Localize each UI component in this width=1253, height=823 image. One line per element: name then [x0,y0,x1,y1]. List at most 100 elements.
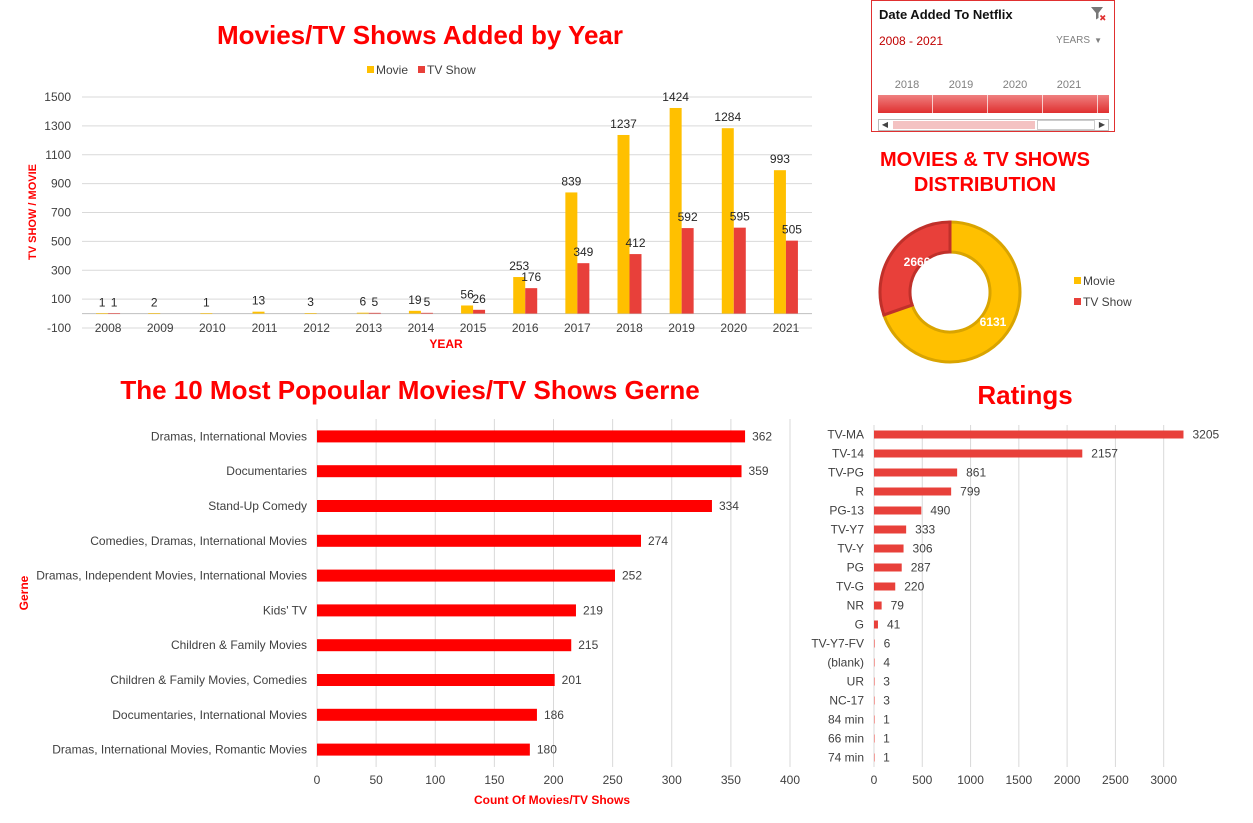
scroll-thumb[interactable] [1037,120,1095,130]
genre-data-label: 180 [537,743,557,757]
timeline-divider [1042,95,1043,113]
tvshow-data-label: 5 [371,295,378,309]
rating-bar [874,715,875,724]
y-tick-label: 84 min [828,713,864,727]
genre-data-label: 274 [648,534,668,548]
genre-chart-title: The 10 Most Popoular Movies/TV Shows Ger… [120,375,700,405]
rating-bar [874,582,896,591]
movie-bar [304,313,317,314]
rating-bar [874,601,882,610]
y-tick-label: 300 [51,263,71,277]
tvshow-slice [878,220,952,317]
slicer-year-label[interactable]: 2021 [1056,79,1082,91]
rating-bar [874,734,875,743]
scroll-track-highlight [893,121,1035,129]
slicer-year-label[interactable]: 2020 [1002,79,1028,91]
scroll-right-icon[interactable]: ▶ [1098,120,1106,129]
clear-filter-icon[interactable] [1090,5,1106,21]
tvshow-bar [785,240,798,314]
tvshow-bar [629,254,642,314]
y-tick-label: (blank) [827,656,864,670]
slicer-unit-dropdown[interactable]: YEARS ▼ [1056,35,1102,46]
slicer-range: 2008 - 2021 [879,34,944,48]
date-slicer[interactable]: Date Added To Netflix 2008 - 2021 YEARS ▼… [871,0,1115,132]
tvshow-data-label: 592 [678,210,698,224]
movie-data-label: 19 [408,293,422,307]
y-tick-label: 900 [51,177,71,191]
rating-bar [874,677,875,686]
y-tick-label: Children & Family Movies, Comedies [110,673,307,687]
rating-bar [874,639,875,648]
tvshow-bar [368,312,381,314]
rating-data-label: 4 [883,656,890,670]
rating-bar [874,544,904,553]
slicer-year-label[interactable]: 2019 [948,79,974,91]
movie-bar [96,313,109,315]
movie-bar [669,107,682,314]
x-tick-label: 0 [314,773,321,787]
movie-data-label: 1237 [610,117,637,131]
movie-data-label: 56 [460,287,474,301]
movie-slice [881,220,1022,364]
slicer-timeline-bar[interactable] [878,95,1109,113]
distribution-donut: 6131 2666 Movie TV Show [878,220,1132,364]
scroll-left-icon[interactable]: ◀ [881,120,889,129]
movie-data-label: 1424 [662,90,689,104]
x-tick-label: 1500 [1005,773,1032,787]
genre-data-label: 186 [544,708,564,722]
rating-data-label: 3205 [1192,428,1219,442]
slicer-scrollbar[interactable]: ◀ ▶ [878,119,1109,131]
y-tick-label: Dramas, International Movies [151,429,307,443]
genre-bar [317,569,615,582]
x-tick-label: 3000 [1150,773,1177,787]
y-tick-label: Stand-Up Comedy [208,499,307,513]
x-tick-label: 2000 [1054,773,1081,787]
x-tick-label: 2012 [303,321,330,335]
movie-bar [252,311,265,314]
year-chart-title: Movies/TV Shows Added by Year [216,20,623,50]
rating-data-label: 287 [911,561,931,575]
rating-data-label: 2157 [1091,447,1118,461]
y-tick-label: Comedies, Dramas, International Movies [90,534,307,548]
movie-bar [356,312,369,314]
donut-title-line2: DISTRIBUTION [913,174,1057,196]
movie-data-label: 839 [561,174,581,188]
legend-swatch-tvshow [1074,298,1081,305]
x-tick-label: 400 [780,773,800,787]
rating-bar [874,506,922,515]
genre-bar [317,534,642,547]
y-tick-label: 1300 [44,119,71,133]
rating-data-label: 6 [884,637,891,651]
y-tick-label: PG-13 [829,504,864,518]
movie-slice-label: 6131 [980,315,1007,329]
rating-data-label: 220 [904,580,924,594]
legend-swatch-movie [1074,277,1081,284]
x-tick-label: 2021 [773,321,800,335]
rating-bar [874,563,902,572]
y-tick-label: 700 [51,206,71,220]
y-tick-label: Documentaries [226,464,307,478]
x-tick-label: 2018 [616,321,643,335]
rating-data-label: 799 [960,485,980,499]
movie-bar [617,134,630,314]
x-tick-label: 250 [603,773,623,787]
slicer-year-label[interactable]: 2018 [894,79,920,91]
rating-bar [874,468,958,477]
donut-title-line1: MOVIES & TV SHOWS [879,149,1091,171]
movie-data-label: 1 [203,295,210,309]
rating-bar [874,525,907,534]
y-tick-label: -100 [47,321,71,335]
timeline-divider [932,95,933,113]
x-tick-label: 2009 [147,321,174,335]
tvshow-slice-label: 2666 [904,255,931,269]
tvshow-bar [525,288,538,314]
slicer-unit-label: YEARS [1056,35,1091,46]
x-tick-label: 300 [662,773,682,787]
y-tick-label: Kids' TV [263,603,307,617]
y-tick-label: Dramas, Independent Movies, Internationa… [36,569,307,583]
tvshow-bar [473,309,486,314]
y-tick-label: TV-14 [832,447,864,461]
x-tick-label: 2016 [512,321,539,335]
tvshow-bar [108,313,121,315]
